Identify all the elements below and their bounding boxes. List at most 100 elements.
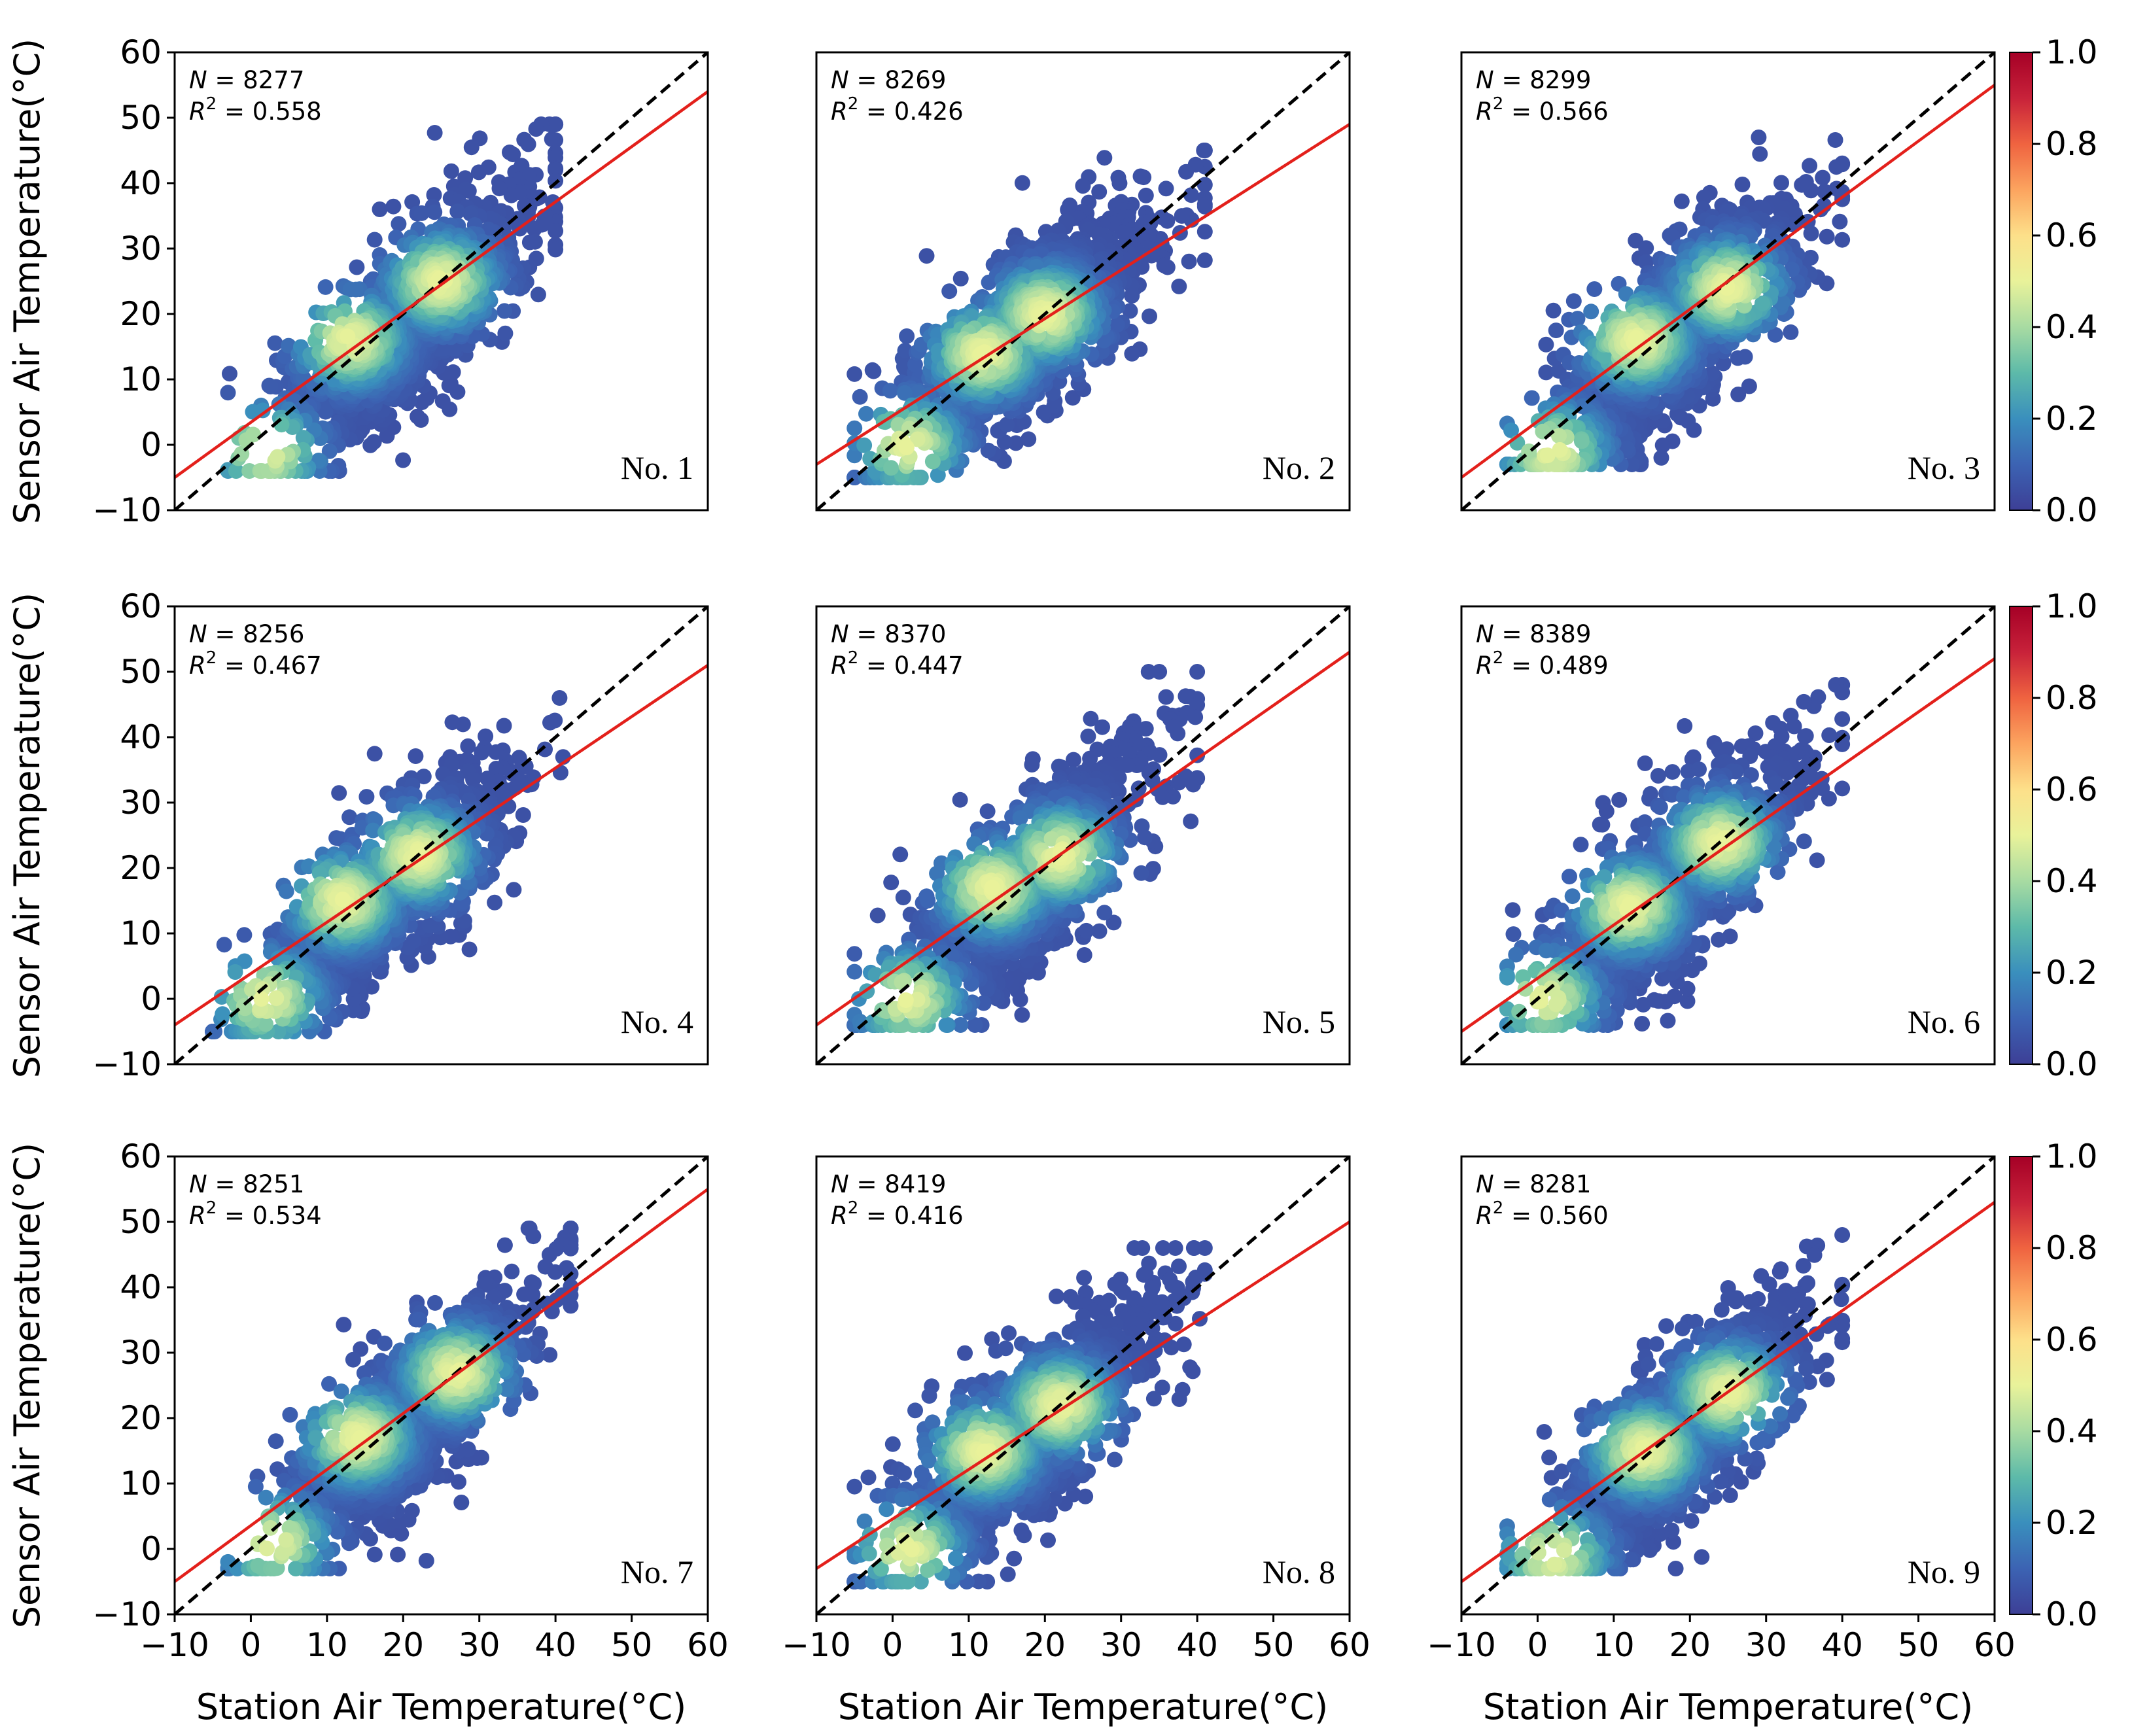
data-point [975, 995, 992, 1011]
data-point [1752, 146, 1768, 162]
data-point [1783, 324, 1799, 340]
data-point [1178, 688, 1194, 704]
regression-line [175, 90, 708, 479]
data-point [895, 890, 911, 906]
data-point [1569, 311, 1586, 327]
data-point [506, 882, 522, 898]
colorbar-tick-label: 0.6 [2046, 217, 2098, 254]
data-point [896, 385, 913, 401]
data-point [1064, 390, 1081, 406]
panel-label: No. 4 [621, 1003, 693, 1040]
data-point [395, 452, 411, 468]
data-point [551, 690, 568, 706]
data-point [321, 443, 338, 459]
data-point [236, 927, 253, 943]
data-point [503, 187, 519, 203]
data-point [941, 283, 958, 300]
data-point [1802, 158, 1818, 174]
colorbar-tick-label: 0.0 [2046, 491, 2098, 529]
data-point [1109, 317, 1125, 333]
panel-label: No. 3 [1908, 449, 1980, 486]
data-point [1158, 181, 1174, 197]
data-point [852, 389, 868, 405]
data-point [1628, 330, 1644, 347]
data-point [366, 746, 383, 762]
data-point [544, 131, 560, 147]
data-point [463, 139, 480, 156]
y-tick-label: −10 [92, 1045, 162, 1083]
data-point [909, 431, 926, 447]
point-cloud [1499, 130, 1851, 472]
data-point [1819, 228, 1835, 245]
colorbar-tick-label: 0.8 [2046, 125, 2098, 163]
regression-line [175, 664, 708, 1026]
data-point [1138, 187, 1154, 203]
data-point [1133, 865, 1149, 881]
data-point [1178, 164, 1195, 180]
data-point [1503, 422, 1519, 438]
data-point [317, 279, 334, 295]
data-point [847, 366, 863, 382]
data-point [1156, 257, 1172, 273]
data-point [1012, 810, 1028, 826]
data-point [268, 990, 285, 1006]
axes-frame [815, 51, 1351, 512]
data-point [365, 822, 381, 839]
data-point [1524, 390, 1540, 406]
panel-label: No. 1 [621, 449, 693, 486]
data-point [1774, 294, 1790, 311]
data-point [1171, 278, 1187, 294]
data-point [443, 163, 459, 179]
data-point [461, 182, 477, 199]
data-point [241, 463, 258, 479]
data-point [1638, 240, 1654, 256]
data-point [228, 463, 244, 479]
data-point [1076, 947, 1092, 963]
y-tick-label: 60 [120, 33, 162, 71]
data-point [1111, 175, 1128, 192]
stat-r2: R2 = 0.426 [831, 94, 964, 126]
data-point [952, 270, 969, 286]
data-point [295, 430, 311, 446]
data-point [421, 917, 438, 933]
data-point [1538, 364, 1554, 381]
data-point [1189, 664, 1206, 680]
data-point [1730, 387, 1747, 402]
stat-r2: R2 = 0.558 [189, 94, 322, 126]
data-point [460, 738, 476, 754]
data-point [220, 385, 236, 401]
data-point [1106, 914, 1122, 931]
data-point [1007, 435, 1024, 451]
data-point [542, 714, 558, 731]
data-point [415, 769, 432, 785]
data-point [548, 241, 564, 258]
data-point [408, 748, 424, 764]
y-tick-label: 0 [141, 426, 162, 464]
data-point [980, 442, 996, 459]
data-point [496, 718, 512, 734]
data-point [865, 363, 882, 379]
data-point [434, 393, 451, 409]
data-point [1834, 232, 1851, 248]
data-point [1189, 747, 1206, 763]
data-point [1083, 710, 1099, 727]
y-tick-label: 40 [120, 164, 162, 202]
data-point [520, 136, 536, 152]
data-point [548, 162, 564, 178]
data-point [340, 328, 356, 345]
data-point [1096, 150, 1113, 166]
data-point [1751, 130, 1767, 145]
y-tick-label: 20 [120, 849, 162, 887]
data-point [372, 201, 388, 217]
data-point [1142, 308, 1157, 324]
identity-line [175, 606, 708, 1064]
y-axis-label: Sensor Air Temperature(°C) [7, 39, 48, 524]
data-point [869, 907, 886, 924]
data-point [497, 303, 513, 319]
y-tick-label: 20 [120, 295, 162, 333]
data-point [349, 259, 365, 275]
data-point [253, 991, 270, 1007]
stat-n: N = 8299 [1476, 66, 1591, 94]
data-point [505, 147, 521, 163]
data-point [1552, 442, 1568, 458]
